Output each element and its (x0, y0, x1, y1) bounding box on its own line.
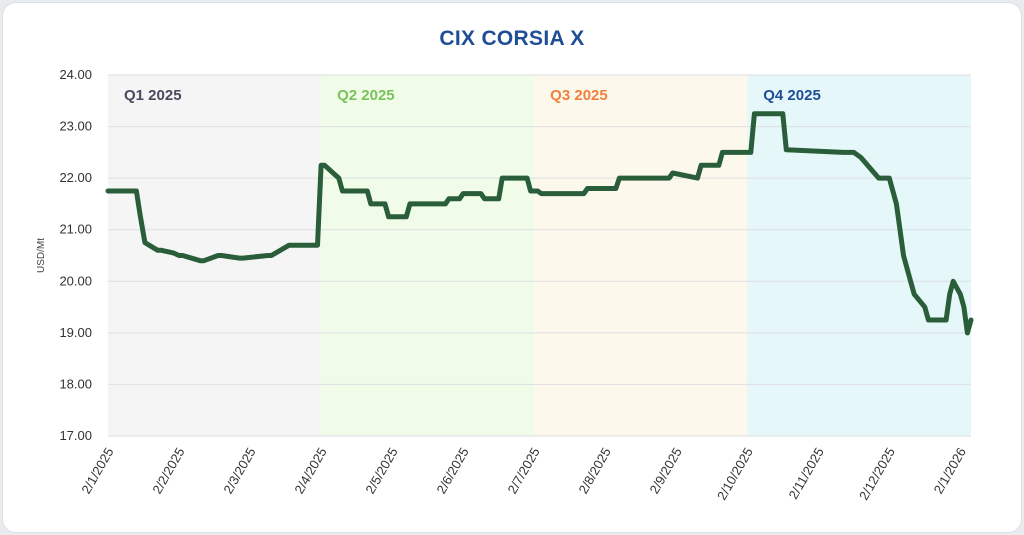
x-tick-label: 2/3/2025 (220, 445, 258, 496)
quarter-band-4 (747, 75, 971, 436)
y-tick-label: 17.00 (59, 428, 92, 443)
x-tick-label: 2/7/2025 (504, 445, 542, 496)
y-axis-label: USD/Mt (36, 238, 47, 273)
quarter-label: Q1 2025 (124, 87, 182, 104)
x-tick-label: 2/4/2025 (291, 445, 329, 496)
quarter-label: Q4 2025 (763, 87, 821, 104)
x-tick-label: 2/10/2025 (714, 445, 756, 503)
x-tick-label: 2/9/2025 (647, 445, 685, 496)
x-tick-label: 2/2/2025 (149, 445, 187, 496)
y-tick-label: 18.00 (59, 376, 92, 391)
quarter-label: Q2 2025 (337, 87, 395, 104)
x-tick-label: 2/6/2025 (433, 445, 471, 496)
quarter-band-2 (321, 75, 535, 436)
x-tick-label: 2/12/2025 (856, 445, 898, 503)
y-tick-label: 23.00 (59, 119, 92, 134)
y-tick-label: 24.00 (59, 67, 92, 82)
x-tick-label: 2/11/2025 (785, 445, 826, 502)
y-tick-label: 20.00 (59, 273, 92, 288)
chart-title: CIX CORSIA X (439, 27, 585, 50)
y-tick-label: 19.00 (59, 325, 92, 340)
x-tick-label: 2/8/2025 (576, 445, 614, 496)
x-tick-label: 2/1/2025 (78, 445, 116, 496)
quarter-band-3 (534, 75, 748, 436)
quarter-label: Q3 2025 (550, 87, 608, 104)
x-tick-label: 2/1/2026 (931, 445, 969, 496)
x-tick-label: 2/5/2025 (362, 445, 400, 496)
y-tick-label: 21.00 (59, 222, 92, 237)
series-line (105, 111, 974, 336)
y-tick-label: 22.00 (59, 170, 92, 185)
